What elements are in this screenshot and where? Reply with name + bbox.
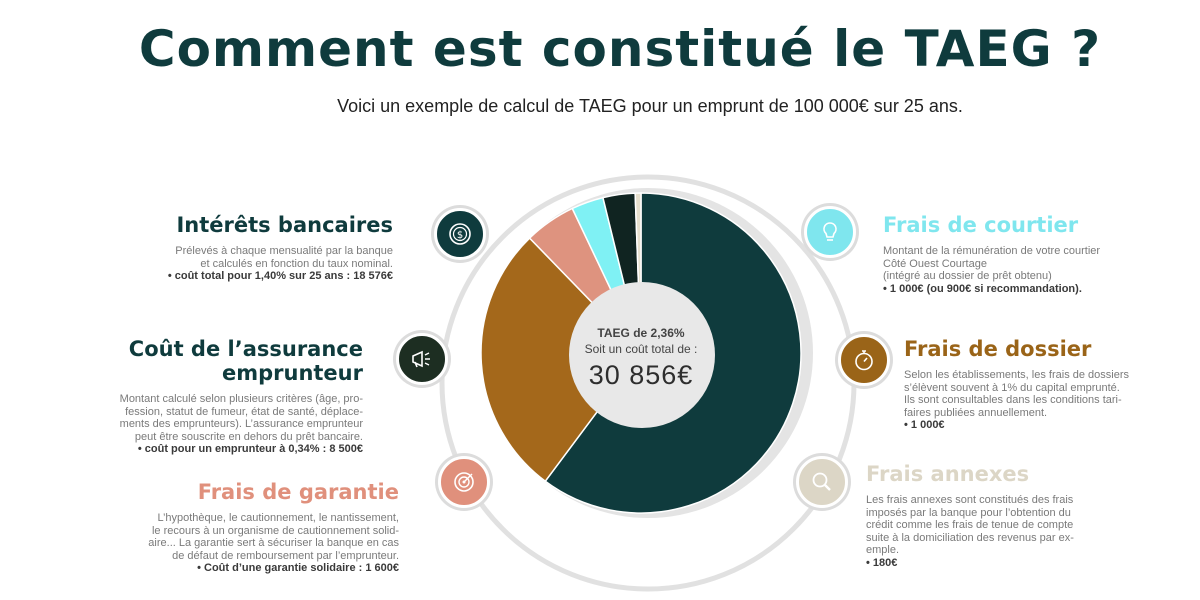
garantie-title: Frais de garantie	[197, 480, 399, 504]
dossier-cost: • 1 000€	[904, 419, 945, 431]
interets-block: Intérêts bancaires Prélevés à chaque men…	[93, 213, 393, 283]
donut-hole	[569, 282, 715, 428]
assurance-cost: • coût pour un emprunteur à 0,34% : 8 50…	[137, 443, 363, 455]
total-cost-label: Soit un coût total de :	[584, 342, 698, 356]
interets-cost: • coût total pour 1,40% sur 25 ans : 18 …	[167, 270, 393, 282]
garantie-icon-badge	[438, 456, 490, 508]
assurance-title: Coût de l’assurance emprunteur	[128, 337, 363, 385]
annexes-cost: • 180€	[866, 556, 898, 569]
dossier-title: Frais de dossier	[904, 337, 1092, 361]
page-title: Comment est constitué le TAEG ?	[138, 20, 1102, 78]
interets-text: Prélevés à chaque mensualité par la banq…	[175, 245, 393, 270]
assurance-text: Montant calculé selon plusieurs critères…	[119, 393, 363, 443]
interets-icon-badge: $	[434, 208, 486, 260]
dossier-block: Frais de dossier Selon les établissement…	[904, 337, 1194, 432]
megaphone-icon	[412, 350, 430, 368]
assurance-icon-badge	[396, 333, 448, 385]
target-icon	[454, 472, 474, 492]
stopwatch-icon	[855, 350, 873, 371]
garantie-text: L’hypothèque, le cautionnement, le nanti…	[148, 512, 399, 562]
courtier-text: Montant de la rémunération de votre cour…	[883, 245, 1101, 282]
total-cost-value: 30 856€	[588, 360, 694, 390]
dossier-icon-badge	[838, 334, 890, 386]
garantie-block: Frais de garantie L’hypothèque, le cauti…	[79, 480, 399, 575]
slice-cout-de-l-assurance-emprunteur	[480, 237, 642, 483]
courtier-cost: • 1 000€ (ou 900€ si recommandation).	[883, 282, 1082, 295]
annexes-block: Frais annexes Les frais annexes sont con…	[866, 462, 1166, 569]
lightbulb-icon	[823, 222, 837, 241]
annexes-text: Les frais annexes sont constitués des fr…	[866, 494, 1074, 556]
annexes-icon-badge	[796, 456, 848, 508]
page-subtitle: Voici un exemple de calcul de TAEG pour …	[337, 96, 963, 116]
courtier-icon-badge	[804, 206, 856, 258]
courtier-block: Frais de courtier Montant de la rémunéra…	[883, 213, 1183, 295]
dossier-text: Selon les établissements, les frais de d…	[904, 369, 1129, 419]
svg-text:$: $	[457, 230, 463, 241]
magnifier-icon	[812, 472, 831, 491]
donut-center-label: TAEG de 2,36% Soit un coût total de : 30…	[566, 326, 716, 391]
dollar-cursor-icon: $	[449, 223, 471, 245]
interets-title: Intérêts bancaires	[176, 213, 393, 237]
courtier-title: Frais de courtier	[883, 213, 1079, 237]
assurance-block: Coût de l’assurance emprunteur Montant c…	[3, 337, 363, 456]
taeg-rate: TAEG de 2,36%	[597, 326, 685, 340]
annexes-title: Frais annexes	[866, 462, 1030, 486]
garantie-cost: • Coût d’une garantie solidaire : 1 600€	[197, 562, 399, 574]
